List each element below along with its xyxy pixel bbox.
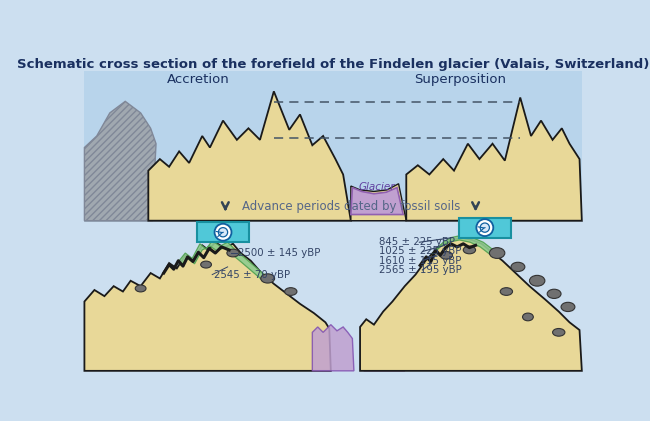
- Text: Superposition: Superposition: [414, 73, 506, 86]
- Bar: [84, 71, 582, 221]
- Text: 845 ± 225 yBP: 845 ± 225 yBP: [380, 237, 455, 247]
- Polygon shape: [148, 91, 351, 221]
- Polygon shape: [432, 235, 493, 255]
- Polygon shape: [360, 237, 582, 371]
- Polygon shape: [179, 241, 266, 281]
- Ellipse shape: [463, 246, 476, 254]
- Ellipse shape: [227, 249, 239, 257]
- Ellipse shape: [547, 289, 561, 298]
- Polygon shape: [351, 184, 406, 221]
- Text: 2565 ± 195 yBP: 2565 ± 195 yBP: [380, 265, 462, 275]
- Polygon shape: [313, 325, 354, 371]
- Circle shape: [476, 219, 493, 236]
- Ellipse shape: [285, 288, 297, 296]
- Text: Schematic cross section of the forefield of the Findelen glacier (Valais, Switze: Schematic cross section of the forefield…: [17, 58, 649, 71]
- Text: 1610 ± 115 yBP: 1610 ± 115 yBP: [380, 256, 462, 266]
- Text: 2545 ± 70 yBP: 2545 ± 70 yBP: [214, 269, 290, 280]
- Polygon shape: [84, 101, 156, 221]
- Text: 1025 ± 225 yBP: 1025 ± 225 yBP: [380, 246, 462, 256]
- Circle shape: [480, 223, 489, 232]
- Ellipse shape: [489, 248, 505, 258]
- Polygon shape: [351, 188, 403, 215]
- Text: Accretion: Accretion: [167, 73, 229, 86]
- Polygon shape: [406, 98, 582, 221]
- Text: Advance periods dated by fossil soils: Advance periods dated by fossil soils: [242, 200, 460, 213]
- Ellipse shape: [261, 274, 274, 283]
- Ellipse shape: [552, 328, 565, 336]
- Ellipse shape: [561, 302, 575, 312]
- Ellipse shape: [500, 288, 513, 296]
- Ellipse shape: [201, 261, 211, 268]
- Ellipse shape: [530, 275, 545, 286]
- Ellipse shape: [135, 285, 146, 292]
- Circle shape: [218, 228, 227, 237]
- Text: 2500 ± 145 yBP: 2500 ± 145 yBP: [239, 248, 321, 258]
- Polygon shape: [84, 242, 331, 371]
- Bar: [459, 218, 511, 237]
- Text: Glacier: Glacier: [359, 182, 395, 192]
- Ellipse shape: [440, 251, 452, 259]
- Circle shape: [214, 224, 231, 241]
- Ellipse shape: [511, 262, 525, 272]
- Ellipse shape: [523, 313, 533, 321]
- Polygon shape: [364, 328, 405, 371]
- Bar: [197, 222, 249, 242]
